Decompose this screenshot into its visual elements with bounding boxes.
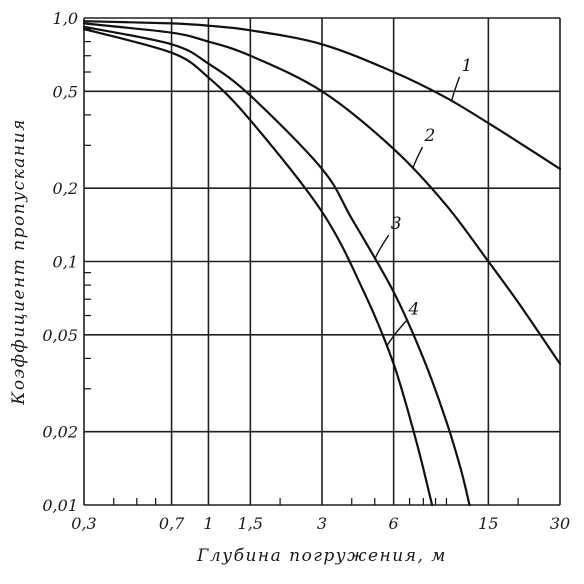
y-tick-label: 0,01 [42, 496, 78, 515]
x-tick-label: 3 [317, 514, 327, 533]
series-2-line [82, 22, 562, 365]
x-axis-title: Глубина погружения, м [196, 546, 447, 566]
series-2-label: 2 [423, 126, 435, 146]
y-tick-label: 0,02 [42, 423, 78, 442]
series-3-line [82, 25, 471, 507]
y-tick-label: 0,2 [53, 179, 78, 198]
x-tick-label: 1,5 [238, 514, 263, 533]
x-tick-label: 0,7 [159, 514, 185, 533]
y-tick-label: 0,1 [53, 253, 78, 272]
grid [83, 17, 561, 506]
series-3-label: 3 [391, 214, 402, 234]
series-1-label: 1 [461, 56, 472, 76]
y-tick-label: 1,0 [53, 9, 78, 28]
series-4-leader [385, 320, 408, 347]
x-tick-label: 0,3 [71, 514, 96, 533]
series-3-leader [374, 234, 390, 260]
series-1-leader [450, 76, 461, 102]
tick-labels: 0,3 0,7 1 1,5 3 6 15 30 1,0 0,5 0,2 0,1 0,05 0,02 0,01 [42, 9, 570, 533]
series-lines: 1 2 3 4 [82, 20, 562, 507]
x-tick-label: 15 [478, 514, 498, 533]
series-2-leader [411, 146, 424, 170]
x-tick-label: 1 [203, 514, 213, 533]
series-4-label: 4 [408, 300, 420, 320]
x-tick-label: 30 [550, 514, 570, 533]
series-4-line [82, 28, 434, 507]
y-axis-title: Коэффициент пропускания [9, 118, 29, 406]
y-tick-label: 0,5 [53, 82, 78, 101]
y-tick-label: 0,05 [42, 326, 78, 345]
series-1-line [82, 20, 562, 170]
x-tick-label: 6 [389, 514, 399, 533]
